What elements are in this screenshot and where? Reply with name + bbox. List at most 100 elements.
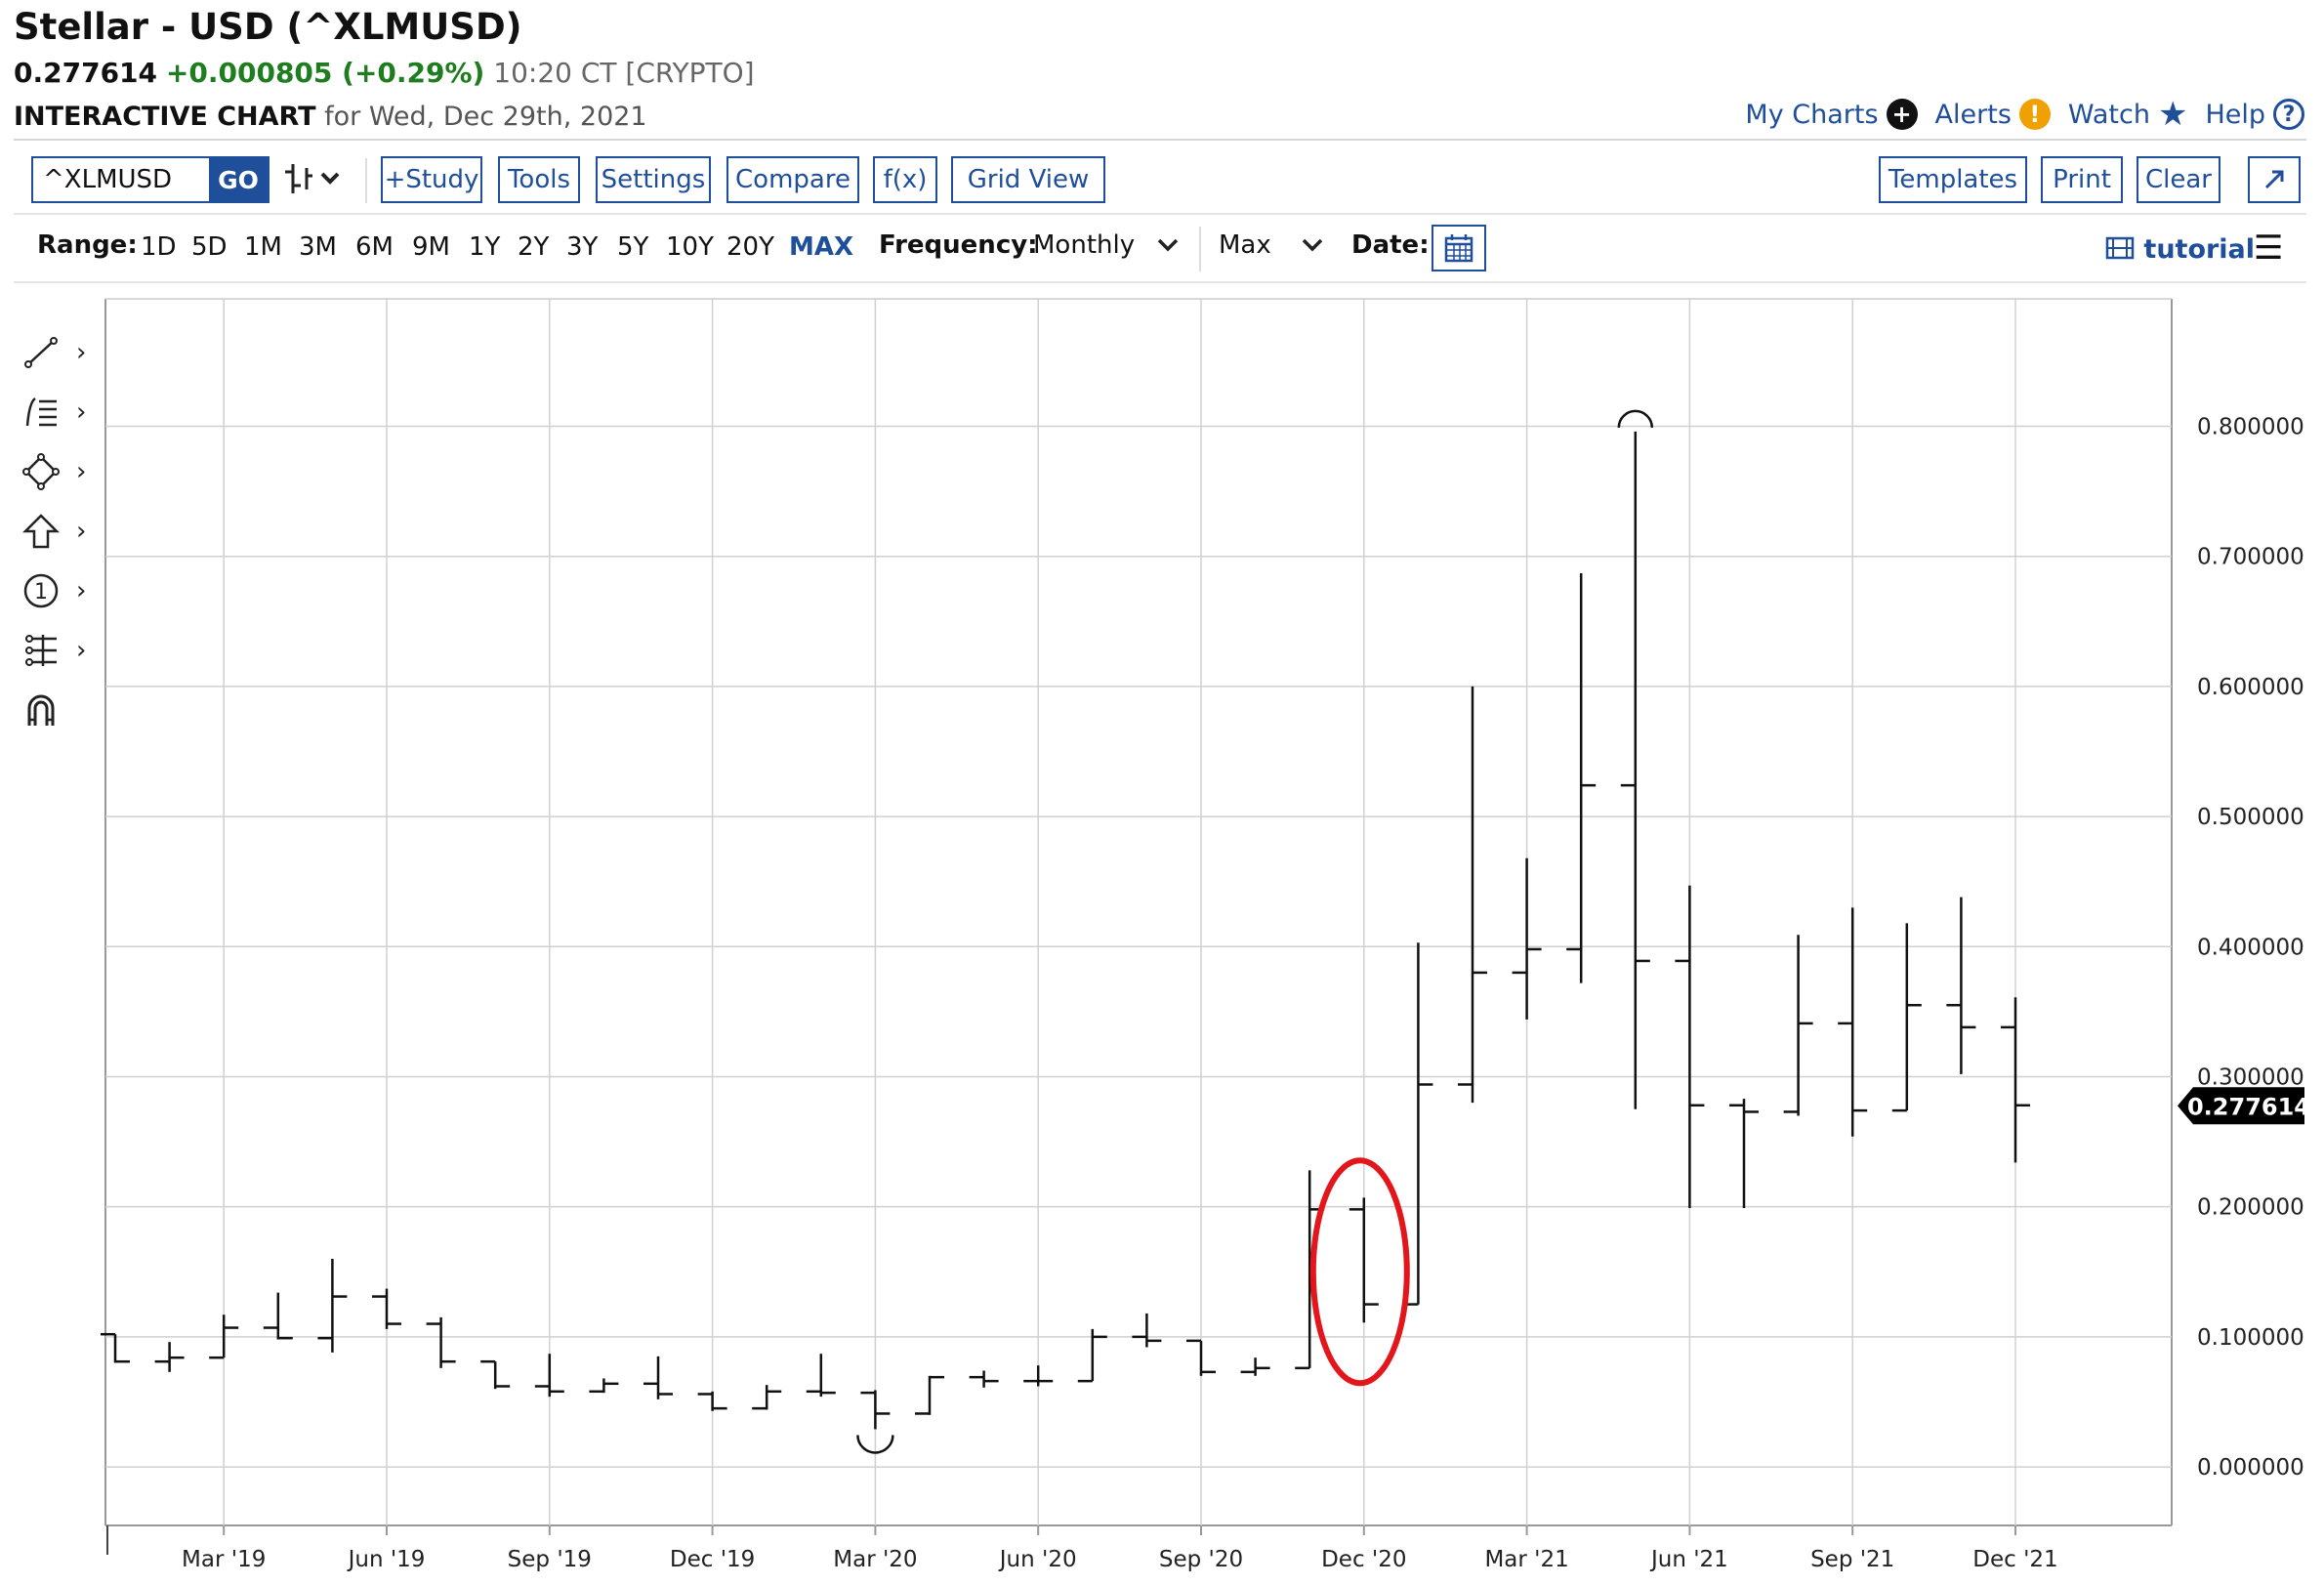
range-1m[interactable]: 1M xyxy=(244,232,282,262)
date-picker-button[interactable] xyxy=(1432,225,1486,271)
range-1y[interactable]: 1Y xyxy=(469,232,501,262)
shape-icon xyxy=(22,452,60,490)
range-10y[interactable]: 10Y xyxy=(666,232,714,262)
ohlc-bar xyxy=(209,1315,239,1359)
ohlc-bar xyxy=(697,1391,727,1411)
chevron-right-icon: › xyxy=(76,516,87,546)
last-price-tag: 0.277614 xyxy=(2178,1087,2310,1125)
last-price: 0.277614 xyxy=(14,57,158,89)
tutorial-label: tutorial xyxy=(2143,234,2256,265)
chart-subtitle: INTERACTIVE CHART for Wed, Dec 29th, 202… xyxy=(14,102,647,132)
function-button[interactable]: f(x) xyxy=(873,156,937,203)
ohlc-bar xyxy=(643,1356,673,1399)
measure-icon xyxy=(25,634,57,666)
ohlc-bar xyxy=(860,1390,891,1430)
range-1d[interactable]: 1D xyxy=(141,232,177,262)
arrow-up-icon xyxy=(21,513,61,548)
magnet-tool[interactable] xyxy=(21,680,100,739)
ohlc-bar xyxy=(752,1385,782,1410)
chevron-down-icon xyxy=(1302,238,1323,252)
plus-icon: + xyxy=(1886,99,1918,130)
x-tick-label: Dec '19 xyxy=(670,1547,755,1572)
arrow-tool[interactable]: › xyxy=(21,501,100,561)
range-3y[interactable]: 3Y xyxy=(566,232,599,262)
clear-button[interactable]: Clear xyxy=(2137,156,2220,203)
study-button[interactable]: +Study xyxy=(381,156,482,203)
x-tick-label: Mar '21 xyxy=(1484,1547,1568,1572)
header-divider xyxy=(14,139,2306,141)
chart-annotations: 0.277614 xyxy=(856,409,2310,1454)
alerts-link[interactable]: Alerts ! xyxy=(1935,98,2051,131)
settings-button[interactable]: Settings xyxy=(596,156,711,203)
go-button[interactable]: GO xyxy=(209,158,268,201)
y-tick-label: 0.000000 xyxy=(2197,1455,2304,1481)
svg-text:1: 1 xyxy=(34,580,48,605)
period-select[interactable]: Max xyxy=(1219,230,1324,260)
symbol-search: GO xyxy=(31,156,270,203)
range-6m[interactable]: 6M xyxy=(355,232,394,262)
ohlc-bar xyxy=(1240,1357,1270,1376)
calendar-icon xyxy=(1444,234,1473,263)
frequency-label: Frequency: xyxy=(879,230,1038,260)
ohlc-bar xyxy=(1891,923,1922,1112)
x-tick-label: Dec '21 xyxy=(1972,1547,2057,1572)
ohlc-bar xyxy=(101,1332,130,1363)
y-axis: 0.800000 0.700000 0.600000 0.500000 0.400000… xyxy=(2197,415,2304,1482)
grid-view-button[interactable]: Grid View xyxy=(951,156,1105,203)
watch-link[interactable]: Watch ★ xyxy=(2068,98,2188,131)
ohlc-bar xyxy=(915,1375,944,1415)
period-low-marker xyxy=(856,1435,894,1454)
trendline-tool[interactable]: › xyxy=(21,322,100,382)
marker-tool[interactable]: 1 › xyxy=(21,561,100,620)
shape-tool[interactable]: › xyxy=(21,441,100,501)
ohlc-bar xyxy=(1077,1328,1107,1383)
x-tick-label: Sep '19 xyxy=(508,1547,592,1572)
range-2y[interactable]: 2Y xyxy=(518,232,550,262)
my-charts-label: My Charts xyxy=(1745,99,1879,130)
tools-button[interactable]: Tools xyxy=(498,156,580,203)
tutorial-link[interactable]: tutorial xyxy=(2105,234,2255,265)
x-axis: Mar '19 Jun '19 Sep '19 Dec '19 Mar '20 Jun '… xyxy=(106,1525,2058,1572)
help-link[interactable]: Help ? xyxy=(2205,98,2304,131)
range-max[interactable]: MAX xyxy=(789,232,854,262)
range-5d[interactable]: 5D xyxy=(191,232,228,262)
bar-type-dropdown[interactable] xyxy=(283,160,344,206)
compare-button[interactable]: Compare xyxy=(726,156,859,203)
quote-time: 10:20 CT [CRYPTO] xyxy=(493,57,755,89)
ohlc-bar xyxy=(2001,997,2030,1163)
range-3m[interactable]: 3M xyxy=(299,232,337,262)
frequency-select[interactable]: Monthly xyxy=(1033,230,1180,260)
chevron-right-icon: › xyxy=(76,396,87,427)
ohlc-bar xyxy=(534,1354,564,1398)
y-tick-label: 0.600000 xyxy=(2197,675,2304,700)
symbol-input[interactable] xyxy=(33,158,209,201)
fibonacci-icon xyxy=(25,396,57,426)
range-9m[interactable]: 9M xyxy=(412,232,450,262)
expand-button[interactable] xyxy=(2248,156,2301,203)
x-tick-label: Dec '20 xyxy=(1321,1547,1406,1572)
fibonacci-tool[interactable]: › xyxy=(21,382,100,441)
templates-button[interactable]: Templates xyxy=(1879,156,2027,203)
y-tick-label: 0.100000 xyxy=(2197,1325,2304,1351)
my-charts-link[interactable]: My Charts + xyxy=(1745,98,1918,131)
period-value: Max xyxy=(1219,230,1271,260)
ohlc-bar xyxy=(1783,935,1813,1116)
ohlc-bar xyxy=(589,1378,619,1394)
toolbar-divider xyxy=(14,213,2306,215)
price-change: +0.000805 (+0.29%) xyxy=(165,57,485,89)
date-label: Date: xyxy=(1351,230,1430,260)
range-5y[interactable]: 5Y xyxy=(617,232,649,262)
x-tick-label: Jun '21 xyxy=(1649,1547,1728,1572)
y-tick-label: 0.300000 xyxy=(2197,1064,2304,1090)
ohlc-bars xyxy=(101,431,2030,1430)
measure-tool[interactable]: › xyxy=(21,620,100,680)
ohlc-bar xyxy=(806,1354,836,1398)
range-20y[interactable]: 20Y xyxy=(726,232,774,262)
ohlc-bar xyxy=(263,1292,293,1340)
print-button[interactable]: Print xyxy=(2041,156,2123,203)
hamburger-menu-icon[interactable]: ☰ xyxy=(2254,229,2284,268)
chevron-right-icon: › xyxy=(76,337,87,367)
range-bar: Range: 1D 5D 1M 3M 6M 9M 1Y 2Y 3Y 5Y 10Y… xyxy=(0,223,2324,271)
alerts-label: Alerts xyxy=(1934,99,2012,130)
